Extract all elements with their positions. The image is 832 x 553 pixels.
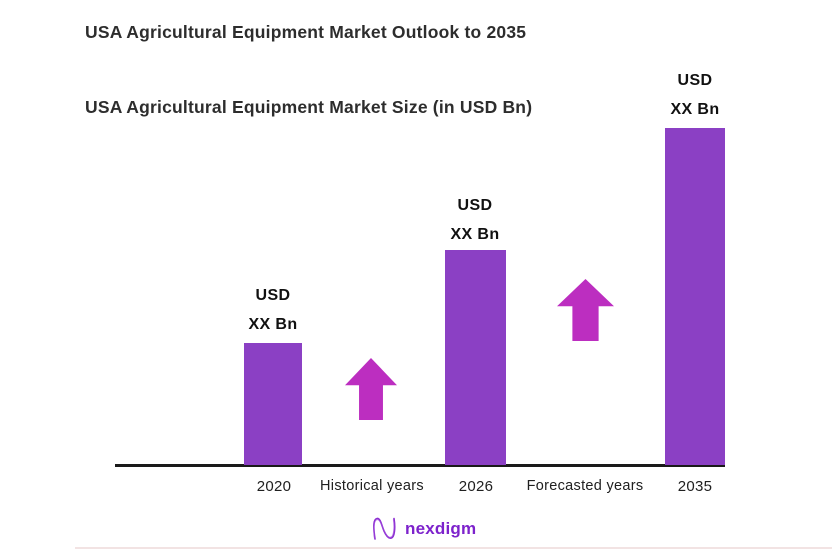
page-title: USA Agricultural Equipment Market Outloo… [85,22,527,42]
nexdigm-n-icon [373,517,396,540]
bar-value-label-2035: USD XX Bn [625,66,765,124]
chart-subtitle: USA Agricultural Equipment Market Size (… [85,97,533,117]
x-axis-line [115,464,725,467]
growth-up-arrow-icon [557,279,614,341]
bar-value-line2: XX Bn [248,316,298,333]
x-tick-2020: 2020 [256,478,292,495]
bar-value-line1: USD [255,287,291,304]
x-tick-2035: 2035 [677,478,713,495]
brand-name: nexdigm [405,518,477,538]
annotation-historical-years: Historical years [320,478,424,494]
bar-value-line2: XX Bn [450,226,500,243]
bar-2035 [665,128,725,465]
bar-2026 [445,250,506,465]
annotation-forecasted-years: Forecasted years [526,478,644,494]
growth-up-arrow-icon [345,358,397,420]
bar-value-label-2020: USD XX Bn [203,281,343,339]
bottom-divider [75,547,832,549]
bar-value-line1: USD [677,72,713,89]
bar-value-label-2026: USD XX Bn [405,191,545,249]
bar-2020 [244,343,302,465]
brand-logo: nexdigm [370,514,476,543]
bar-value-line1: USD [457,197,493,214]
bar-value-line2: XX Bn [670,101,720,118]
x-tick-2026: 2026 [458,478,494,495]
